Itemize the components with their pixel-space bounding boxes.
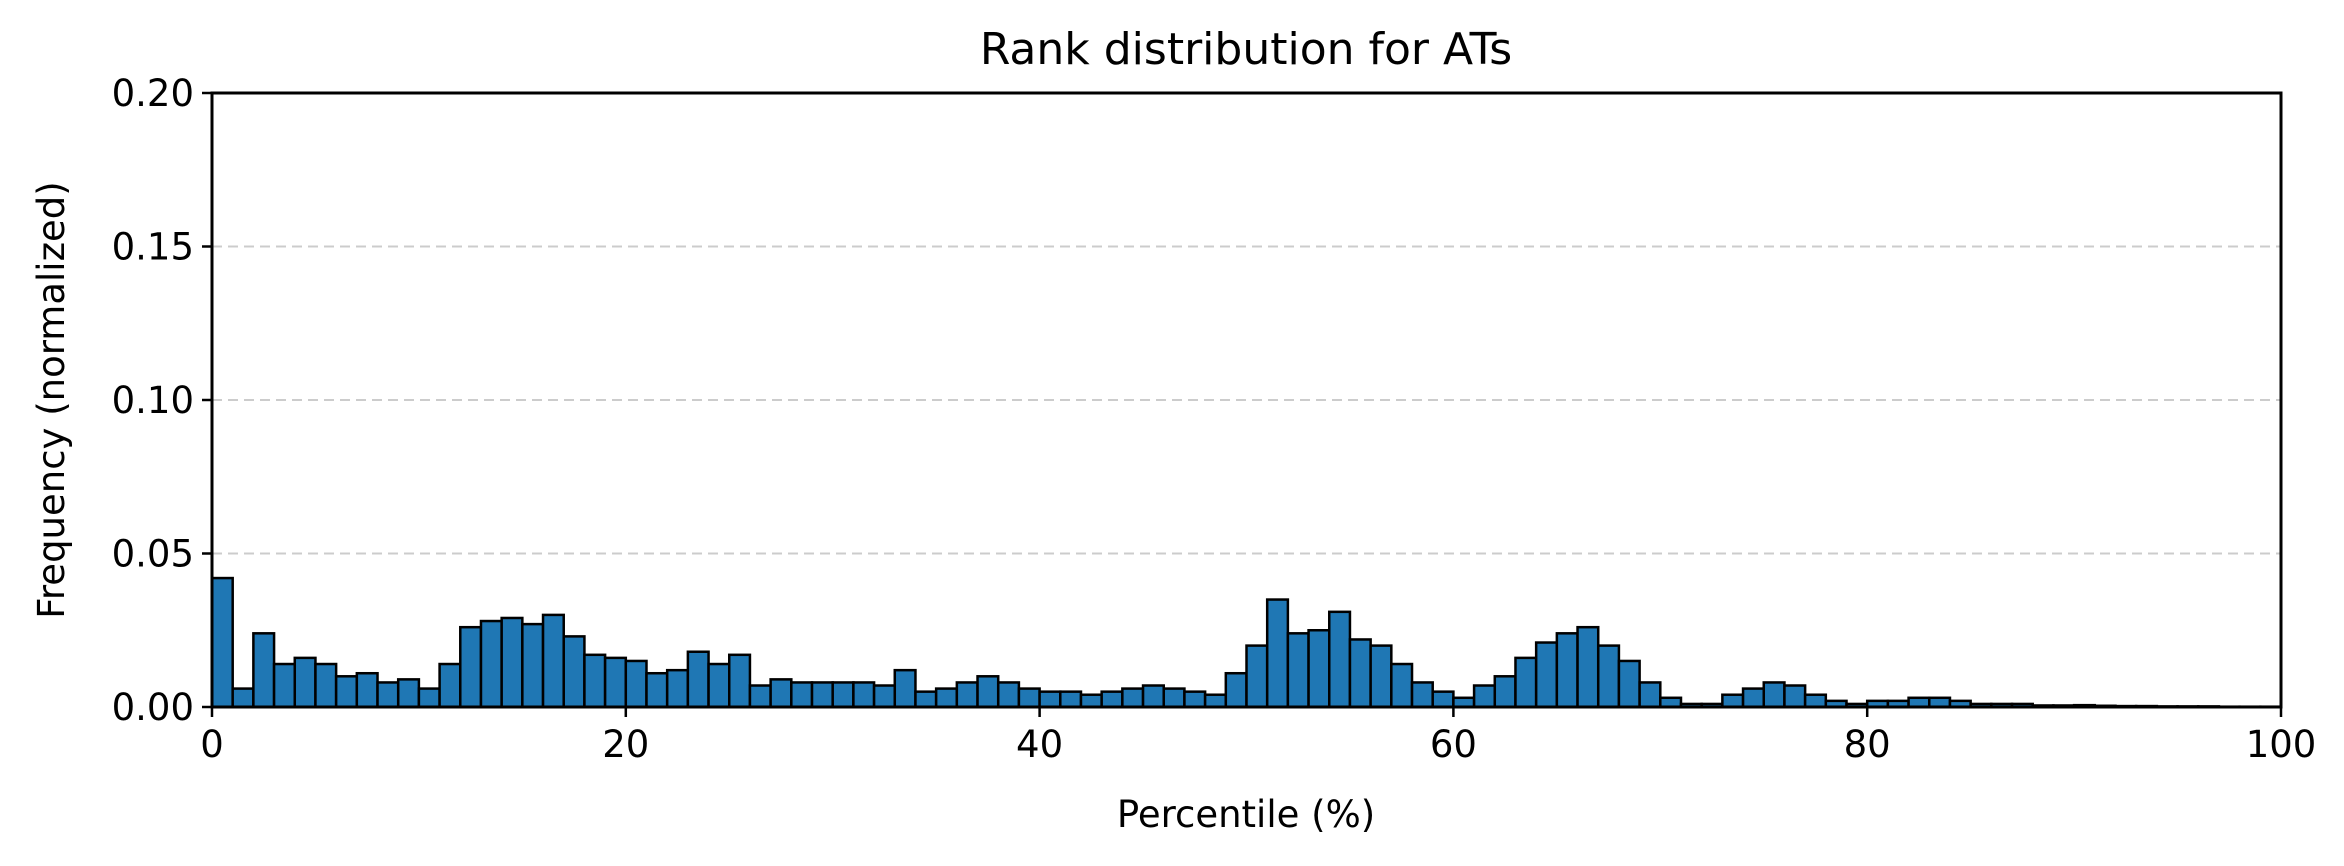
histogram-bar bbox=[1141, 684, 1165, 709]
histogram-bar bbox=[1265, 598, 1290, 709]
histogram-bar bbox=[1576, 625, 1600, 709]
x-tick-label: 60 bbox=[1430, 723, 1477, 766]
histogram-bar bbox=[1472, 684, 1497, 709]
histogram-bar bbox=[1617, 659, 1641, 709]
histogram-bar bbox=[1162, 687, 1186, 709]
histogram-bar bbox=[314, 662, 338, 709]
histogram-bar bbox=[1328, 610, 1352, 709]
histogram-bar bbox=[272, 662, 297, 709]
grid-lines bbox=[212, 245, 2281, 555]
histogram-bar bbox=[583, 653, 607, 709]
chart-title: Rank distribution for ATs bbox=[980, 24, 1512, 75]
histogram-bar bbox=[1803, 693, 1828, 709]
histogram-bar bbox=[1100, 690, 1124, 709]
x-tick-label: 80 bbox=[1844, 723, 1891, 766]
histogram-bar bbox=[1059, 690, 1083, 709]
x-axis-ticks: 0 20 40 60 80 100 bbox=[200, 707, 2316, 766]
y-tick-label: 0.20 bbox=[112, 72, 194, 115]
histogram-bar bbox=[1596, 644, 1621, 709]
histogram-bar bbox=[914, 690, 938, 709]
histogram-bar bbox=[1638, 681, 1662, 709]
y-axis-label: Frequency (normalized) bbox=[30, 181, 73, 618]
x-tick-label: 0 bbox=[200, 723, 224, 766]
histogram-bar bbox=[500, 616, 524, 709]
y-tick-label: 0.15 bbox=[112, 226, 194, 269]
histogram-bar bbox=[1369, 644, 1393, 709]
histogram-bar bbox=[1493, 675, 1517, 709]
histogram-bar bbox=[396, 678, 421, 709]
histogram-bar bbox=[1390, 662, 1414, 709]
histogram-bar bbox=[562, 635, 586, 709]
histogram-bar bbox=[1555, 632, 1579, 709]
y-tick-label: 0.05 bbox=[112, 533, 194, 576]
y-tick-label: 0.10 bbox=[112, 379, 194, 422]
histogram-bar bbox=[686, 650, 710, 709]
histogram-bar bbox=[624, 659, 648, 709]
histogram-bars bbox=[210, 576, 2283, 709]
histogram-bar bbox=[1038, 690, 1062, 709]
histogram-bar bbox=[417, 687, 441, 709]
histogram-bar bbox=[1762, 681, 1786, 709]
histogram-bar bbox=[1121, 687, 1145, 709]
histogram-bar bbox=[1431, 690, 1455, 709]
histogram-bar bbox=[231, 687, 255, 709]
histogram-bar bbox=[748, 684, 772, 709]
histogram-bar bbox=[210, 576, 234, 709]
histogram-bar bbox=[1183, 690, 1207, 709]
histogram-bar bbox=[1741, 687, 1766, 709]
histogram-bar bbox=[1783, 684, 1807, 709]
histogram-bar bbox=[1307, 629, 1331, 709]
histogram-bar bbox=[1245, 644, 1269, 709]
histogram-bar bbox=[1348, 638, 1372, 709]
histogram-bar bbox=[252, 632, 276, 709]
histogram-bar bbox=[1224, 671, 1248, 709]
histogram-bar bbox=[521, 622, 545, 709]
histogram-bar bbox=[438, 662, 462, 709]
histogram-bar bbox=[603, 656, 628, 709]
histogram-bar bbox=[893, 668, 917, 709]
histogram-bar bbox=[376, 681, 400, 709]
x-axis-label: Percentile (%) bbox=[1117, 793, 1375, 836]
histogram-bar bbox=[1286, 632, 1310, 709]
histogram-bar bbox=[955, 681, 979, 709]
histogram-bar bbox=[852, 681, 876, 709]
histogram-bar bbox=[790, 681, 814, 709]
histogram-bar bbox=[1534, 641, 1559, 709]
histogram-bar bbox=[459, 625, 483, 709]
histogram-bar bbox=[665, 668, 690, 709]
histogram-bar bbox=[293, 656, 317, 709]
histogram-bar bbox=[541, 613, 565, 709]
histogram-bar bbox=[479, 619, 503, 709]
histogram-bar bbox=[645, 671, 669, 709]
histogram-bar bbox=[872, 684, 897, 709]
histogram-bar bbox=[1410, 681, 1434, 709]
histogram-bar bbox=[707, 662, 731, 709]
x-tick-label: 100 bbox=[2246, 723, 2317, 766]
x-tick-label: 20 bbox=[602, 723, 649, 766]
histogram-bar bbox=[1203, 693, 1228, 709]
x-tick-label: 40 bbox=[1016, 723, 1063, 766]
y-axis-ticks: 0.00 0.05 0.10 0.15 0.20 bbox=[112, 72, 212, 729]
histogram-bar bbox=[728, 653, 752, 709]
histogram-bar bbox=[1017, 687, 1041, 709]
histogram-bar bbox=[769, 678, 793, 709]
histogram-bar bbox=[1079, 693, 1103, 709]
histogram-bar bbox=[831, 681, 855, 709]
histogram-bar bbox=[810, 681, 834, 709]
histogram-bar bbox=[355, 671, 379, 709]
histogram-bar bbox=[1721, 693, 1745, 709]
histogram-bar bbox=[976, 675, 1000, 709]
histogram-bar bbox=[934, 687, 959, 709]
histogram-bar bbox=[996, 681, 1021, 709]
y-tick-label: 0.00 bbox=[112, 686, 194, 729]
histogram-bar bbox=[1514, 656, 1538, 709]
histogram-bar bbox=[334, 675, 359, 709]
